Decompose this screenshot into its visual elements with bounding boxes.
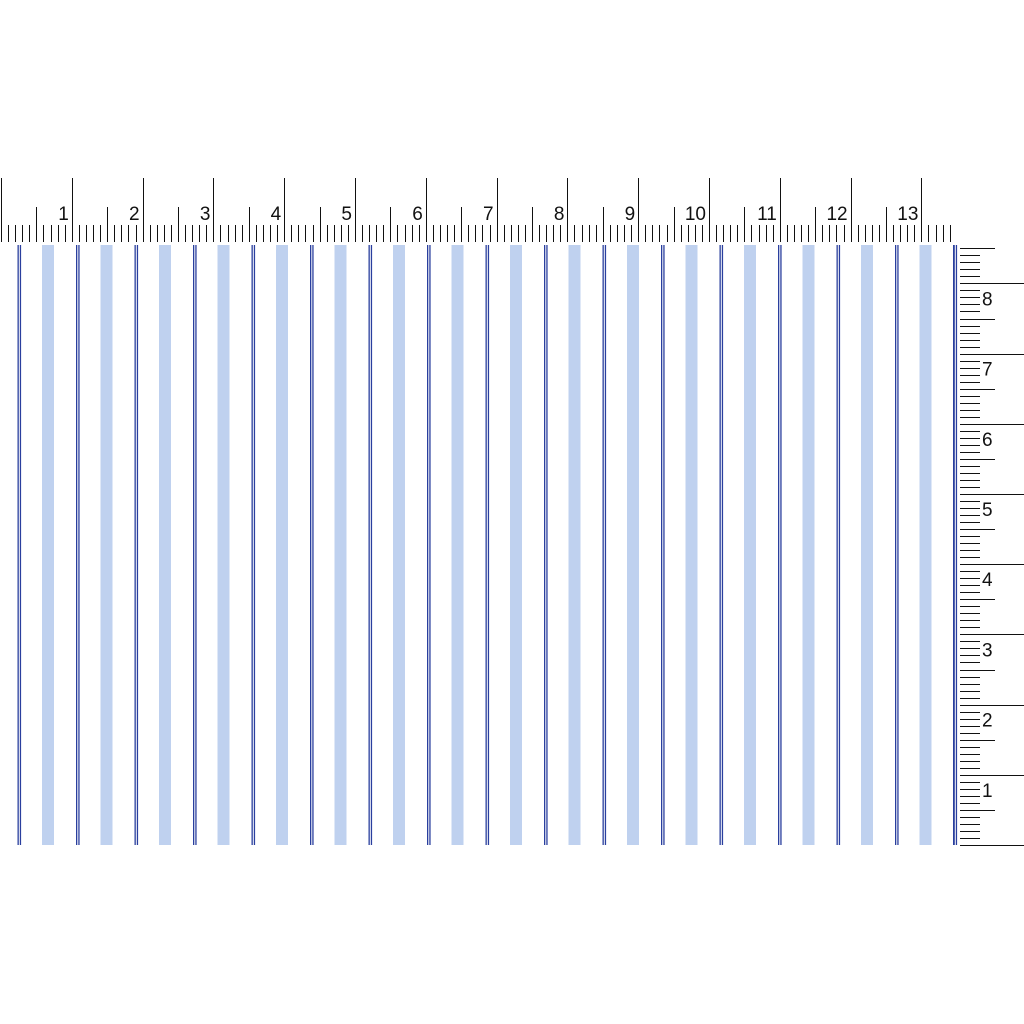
dark-stripe <box>76 245 78 845</box>
dark-stripe <box>193 245 195 845</box>
dark-stripe <box>195 245 197 845</box>
light-stripe <box>451 245 464 845</box>
dark-stripe <box>663 245 665 845</box>
dark-stripe <box>485 245 487 845</box>
light-stripe <box>510 245 522 845</box>
side-ruler-label: 1 <box>982 781 993 802</box>
light-stripe <box>744 245 756 845</box>
top-ruler-label: 11 <box>757 204 777 225</box>
dark-stripe <box>312 245 314 845</box>
light-stripe <box>276 245 288 845</box>
top-ruler-label: 10 <box>685 204 706 225</box>
light-stripe <box>334 245 347 845</box>
top-ruler: 1 2 3 4 5 6 7 8 9 10 11 12 13 <box>1 178 951 242</box>
side-ruler-label: 4 <box>982 570 993 591</box>
dark-stripe <box>253 245 256 845</box>
light-stripe <box>685 245 698 845</box>
dark-stripe <box>134 245 136 845</box>
side-ruler-label: 3 <box>982 640 993 661</box>
side-ruler: 1 2 3 4 5 6 7 8 <box>960 248 1024 846</box>
dark-stripe <box>17 245 19 845</box>
fabric-swatch <box>17 245 958 845</box>
top-ruler-label: 5 <box>341 204 352 225</box>
dark-stripe <box>838 245 841 845</box>
top-ruler-label: 7 <box>483 204 494 225</box>
dark-stripe <box>895 245 897 845</box>
dark-stripe <box>368 245 370 845</box>
light-stripe <box>568 245 581 845</box>
dark-stripe <box>602 245 604 845</box>
dark-stripe <box>780 245 782 845</box>
dark-stripe <box>546 245 548 845</box>
dark-stripe <box>427 245 429 845</box>
light-stripe <box>42 245 54 845</box>
top-ruler-label: 4 <box>271 204 282 225</box>
side-ruler-label: 8 <box>982 289 993 310</box>
light-stripe <box>861 245 873 845</box>
side-ruler-label: 6 <box>982 430 993 451</box>
dark-stripe <box>78 245 80 845</box>
dark-stripe <box>897 245 899 845</box>
side-ruler-label: 5 <box>982 500 993 521</box>
light-stripe <box>217 245 230 845</box>
light-stripe <box>393 245 405 845</box>
top-ruler-label: 8 <box>554 204 565 225</box>
light-stripe <box>159 245 171 845</box>
dark-stripe <box>429 245 431 845</box>
side-ruler-label: 2 <box>982 711 993 732</box>
dark-stripe <box>251 245 253 845</box>
dark-stripe <box>544 245 546 845</box>
side-ruler-label: 7 <box>982 360 993 381</box>
top-ruler-label: 9 <box>625 204 636 225</box>
top-ruler-label: 6 <box>412 204 423 225</box>
dark-stripe <box>19 245 22 845</box>
dark-stripe <box>487 245 490 845</box>
dark-stripe <box>719 245 721 845</box>
light-stripe <box>627 245 639 845</box>
dark-stripe <box>370 245 373 845</box>
dark-stripe <box>310 245 312 845</box>
top-ruler-label: 3 <box>200 204 211 225</box>
light-stripe <box>919 245 932 845</box>
dark-stripe <box>836 245 838 845</box>
dark-stripe <box>136 245 139 845</box>
dark-stripe <box>721 245 724 845</box>
top-ruler-label: 2 <box>129 204 140 225</box>
dark-stripe <box>604 245 607 845</box>
dark-stripe <box>953 245 955 845</box>
top-ruler-label: 13 <box>897 204 918 225</box>
top-ruler-label: 1 <box>58 204 69 225</box>
dark-stripe <box>955 245 958 845</box>
dark-stripe <box>661 245 663 845</box>
light-stripe <box>100 245 113 845</box>
dark-stripe <box>778 245 780 845</box>
light-stripe <box>802 245 815 845</box>
top-ruler-label: 12 <box>826 204 847 225</box>
